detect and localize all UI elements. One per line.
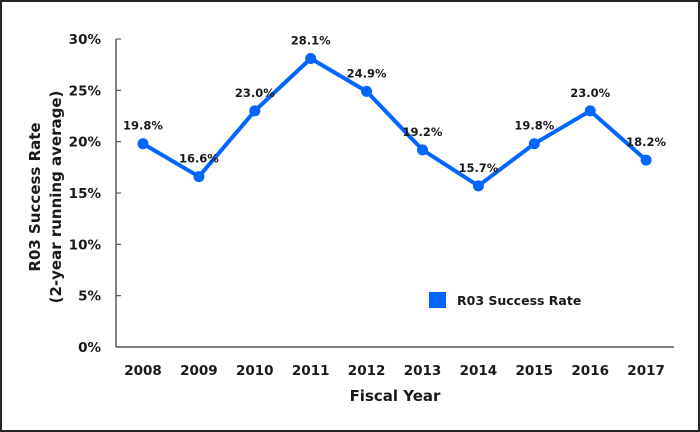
data-label: 19.2%: [403, 125, 443, 139]
data-label: 16.6%: [179, 152, 219, 166]
data-point: [640, 154, 652, 166]
x-tick-label: 2012: [348, 363, 386, 379]
data-point: [249, 105, 261, 117]
data-label: 28.1%: [291, 34, 331, 48]
data-point: [528, 138, 540, 150]
y-axis-title: R03 Success Rate (2-year running average…: [26, 91, 65, 304]
x-tick-label: 2016: [571, 363, 609, 379]
data-point: [417, 144, 428, 156]
series-r03-success-rate: [137, 53, 652, 192]
y-tick-label: 30%: [69, 32, 102, 48]
series-line: [141, 56, 649, 188]
data-point: [137, 138, 149, 150]
x-tick-label: 2008: [124, 363, 162, 379]
data-label: 19.8%: [123, 119, 163, 133]
data-label: 19.8%: [514, 119, 554, 133]
y-tick-label: 15%: [69, 186, 102, 202]
data-label: 24.9%: [347, 66, 387, 80]
legend: R03 Success Rate: [429, 292, 581, 308]
y-tick-label: 25%: [69, 83, 102, 99]
x-tick-label: 2010: [236, 363, 274, 379]
data-label: 18.2%: [626, 135, 666, 149]
data-label: 15.7%: [458, 161, 498, 175]
data-point: [361, 85, 373, 97]
y-tick-label: 10%: [69, 237, 102, 253]
x-axis-title: Fiscal Year: [350, 387, 441, 405]
x-axis: 2008 2009 2010 2011 2012 2013 2014 2015 2016 2017: [116, 346, 674, 379]
x-tick-label: 2017: [627, 363, 665, 379]
y-axis-title-line-1: R03 Success Rate: [26, 122, 44, 271]
y-tick-label: 20%: [69, 135, 102, 151]
data-point: [305, 53, 317, 65]
x-tick-label: 2013: [404, 363, 442, 379]
data-label: 23.0%: [570, 86, 610, 100]
data-labels: 19.8% 16.6% 23.0% 28.1% 24.9% 19.2% 15.7% 19.8%…: [123, 34, 666, 175]
data-point: [584, 105, 596, 117]
x-tick-label: 2015: [516, 363, 554, 379]
x-tick-label: 2009: [180, 363, 218, 379]
legend-swatch-r03-success-rate: [429, 292, 446, 308]
data-label: 23.0%: [235, 86, 275, 100]
y-tick-label: 5%: [78, 289, 101, 305]
legend-label-r03-success-rate: R03 Success Rate: [457, 293, 581, 308]
data-point: [193, 171, 205, 183]
y-axis: 0% 5% 10% 15% 20% 25% 30%: [69, 32, 121, 356]
x-tick-label: 2011: [292, 363, 330, 379]
x-tick-label: 2014: [460, 363, 498, 379]
data-point: [472, 180, 484, 192]
y-axis-title-line-2: (2-year running average): [47, 91, 65, 304]
y-tick-label: 0%: [78, 340, 101, 356]
